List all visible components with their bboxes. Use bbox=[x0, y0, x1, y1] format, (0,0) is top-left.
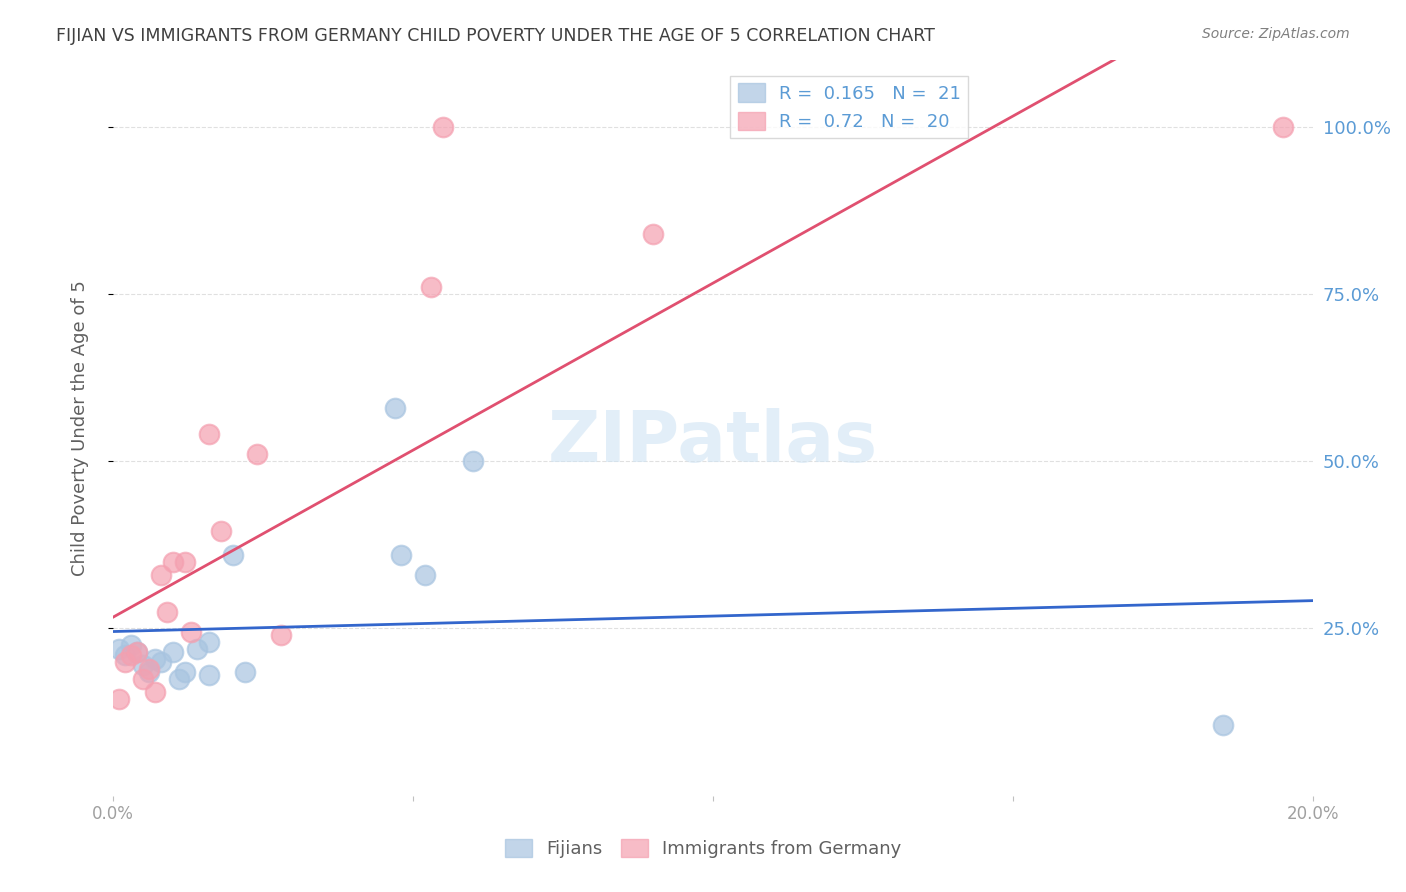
Point bbox=[125, 645, 148, 659]
Point bbox=[156, 605, 179, 619]
Point bbox=[149, 655, 172, 669]
Point bbox=[138, 665, 160, 679]
Point bbox=[198, 635, 221, 649]
Point bbox=[108, 691, 131, 706]
Point bbox=[114, 655, 136, 669]
Point bbox=[384, 401, 406, 415]
Point bbox=[222, 548, 245, 562]
Point bbox=[389, 548, 412, 562]
Point bbox=[143, 651, 166, 665]
Point bbox=[138, 662, 160, 676]
Text: FIJIAN VS IMMIGRANTS FROM GERMANY CHILD POVERTY UNDER THE AGE OF 5 CORRELATION C: FIJIAN VS IMMIGRANTS FROM GERMANY CHILD … bbox=[56, 27, 935, 45]
Point bbox=[413, 568, 436, 582]
Point bbox=[125, 645, 148, 659]
Text: ZIPatlas: ZIPatlas bbox=[548, 408, 879, 477]
Text: Source: ZipAtlas.com: Source: ZipAtlas.com bbox=[1202, 27, 1350, 41]
Point bbox=[162, 645, 184, 659]
Legend: R =  0.165   N =  21, R =  0.72   N =  20: R = 0.165 N = 21, R = 0.72 N = 20 bbox=[730, 76, 969, 138]
Point bbox=[432, 120, 454, 134]
Point bbox=[120, 638, 142, 652]
Point bbox=[641, 227, 664, 241]
Point bbox=[209, 524, 232, 539]
Point bbox=[246, 447, 269, 461]
Point bbox=[143, 685, 166, 699]
Point bbox=[420, 280, 443, 294]
Point bbox=[173, 555, 195, 569]
Point bbox=[198, 427, 221, 442]
Point bbox=[1212, 718, 1234, 732]
Point bbox=[173, 665, 195, 679]
Point bbox=[180, 624, 202, 639]
Point bbox=[132, 658, 155, 673]
Point bbox=[198, 668, 221, 682]
Y-axis label: Child Poverty Under the Age of 5: Child Poverty Under the Age of 5 bbox=[72, 280, 89, 575]
Point bbox=[149, 568, 172, 582]
Point bbox=[108, 641, 131, 656]
Point bbox=[120, 648, 142, 663]
Point bbox=[162, 555, 184, 569]
Point bbox=[167, 672, 190, 686]
Point bbox=[270, 628, 292, 642]
Point bbox=[233, 665, 256, 679]
Point bbox=[132, 672, 155, 686]
Point bbox=[114, 648, 136, 663]
Point bbox=[1272, 120, 1295, 134]
Point bbox=[186, 641, 208, 656]
Point bbox=[461, 454, 484, 468]
Legend: Fijians, Immigrants from Germany: Fijians, Immigrants from Germany bbox=[498, 831, 908, 865]
